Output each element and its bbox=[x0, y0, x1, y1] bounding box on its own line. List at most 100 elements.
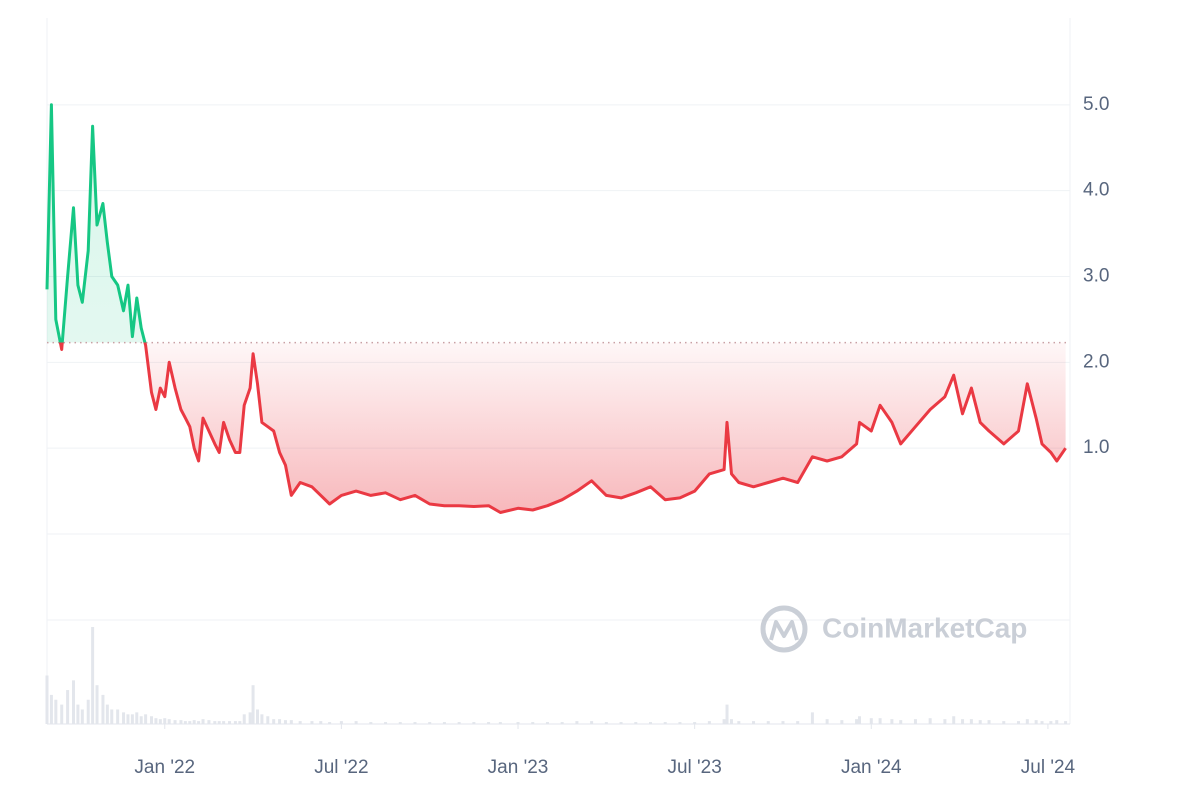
volume-bar bbox=[242, 714, 246, 724]
volume-bar bbox=[961, 719, 965, 724]
volume-bar bbox=[869, 718, 873, 724]
volume-bar bbox=[266, 716, 270, 724]
volume-bar bbox=[796, 721, 800, 724]
volume-bar bbox=[1016, 721, 1020, 724]
volume-bar bbox=[255, 709, 259, 724]
volume-bar bbox=[328, 722, 332, 724]
volume-bar bbox=[80, 709, 84, 724]
volume-bar bbox=[228, 721, 232, 724]
volume-bar bbox=[45, 675, 49, 724]
volume-bar bbox=[969, 719, 973, 724]
volume-bar bbox=[531, 722, 535, 724]
volume-bar bbox=[725, 704, 729, 724]
volume-bar bbox=[71, 680, 75, 724]
volume-bar bbox=[560, 722, 564, 724]
volume-bar bbox=[899, 720, 903, 724]
volume-bar bbox=[604, 722, 608, 724]
volume-bar bbox=[442, 722, 446, 724]
volume-bar bbox=[825, 719, 829, 724]
y-tick-label: 5.0 bbox=[1083, 94, 1109, 115]
x-tick-label: Jul '23 bbox=[667, 757, 721, 778]
volume-bar bbox=[183, 721, 187, 724]
watermark-logo bbox=[760, 605, 808, 653]
volume-bar bbox=[575, 721, 579, 724]
volume-bar bbox=[472, 722, 476, 724]
volume-bar bbox=[167, 719, 171, 724]
volume-bar bbox=[150, 716, 154, 724]
volume-bar bbox=[110, 709, 114, 724]
volume-bar bbox=[457, 722, 461, 724]
watermark-logo-mark bbox=[769, 620, 799, 641]
volume-bar bbox=[1055, 720, 1059, 724]
volume-bar bbox=[752, 721, 756, 724]
volume-bar bbox=[310, 721, 314, 724]
volume-bar bbox=[60, 704, 64, 724]
volume-bar bbox=[289, 720, 293, 724]
volume-bar bbox=[319, 721, 323, 724]
volume-bar bbox=[260, 714, 264, 724]
volume-bar bbox=[238, 721, 242, 724]
volume-bar bbox=[707, 721, 711, 724]
volume-bar bbox=[86, 699, 90, 724]
volume-bar bbox=[890, 719, 894, 724]
volume-bar bbox=[213, 721, 217, 724]
volume-bar bbox=[413, 722, 417, 724]
volume-bar bbox=[498, 722, 502, 724]
volume-bar bbox=[188, 721, 192, 724]
volume-bar bbox=[66, 690, 70, 724]
volume-bar bbox=[729, 719, 733, 724]
volume-bar bbox=[384, 722, 388, 724]
volume-bar bbox=[737, 721, 741, 724]
y-tick-label: 1.0 bbox=[1083, 437, 1109, 458]
volume-bar bbox=[928, 718, 932, 724]
y-tick-label: 3.0 bbox=[1083, 266, 1109, 287]
volume-bar bbox=[163, 718, 167, 724]
volume-bar bbox=[781, 721, 785, 724]
x-tick-label: Jan '22 bbox=[134, 757, 195, 778]
volume-bar bbox=[545, 722, 549, 724]
volume-bar bbox=[516, 722, 520, 724]
x-tick-label: Jul '24 bbox=[1021, 757, 1076, 778]
y-tick-label: 2.0 bbox=[1083, 351, 1109, 372]
volume-bar bbox=[354, 721, 358, 724]
volume-bar bbox=[1034, 720, 1038, 724]
volume-bar bbox=[978, 720, 982, 724]
volume-bar bbox=[49, 694, 53, 724]
volume-bar bbox=[369, 722, 373, 724]
volume-bar bbox=[139, 716, 143, 724]
volume-bar bbox=[154, 718, 158, 724]
volume-bar bbox=[278, 719, 282, 724]
volume-bar bbox=[201, 719, 205, 724]
price-area bbox=[47, 104, 1066, 513]
volume-bar bbox=[648, 722, 652, 724]
volume-bar bbox=[101, 694, 105, 724]
volume-bar bbox=[1049, 721, 1053, 724]
volume-bar bbox=[398, 722, 402, 724]
x-tick-label: Jan '23 bbox=[488, 757, 549, 778]
volume-bar bbox=[91, 627, 95, 724]
volume-bar bbox=[590, 721, 594, 724]
volume-bar bbox=[272, 719, 276, 724]
volume-bar bbox=[1025, 719, 1029, 724]
volume-bar bbox=[130, 714, 134, 724]
volume-bar bbox=[217, 721, 221, 724]
volume-bar bbox=[197, 721, 201, 724]
volume-bar bbox=[222, 721, 226, 724]
volume-bar bbox=[54, 699, 58, 724]
watermark: CoinMarketCap bbox=[760, 605, 1027, 653]
volume-bar bbox=[126, 714, 130, 724]
volume-bar bbox=[858, 716, 862, 724]
volume-bar bbox=[76, 704, 80, 724]
volume-bar bbox=[283, 720, 287, 724]
volume-bar bbox=[428, 722, 432, 724]
volume-bar bbox=[233, 721, 237, 724]
volume-bar bbox=[693, 722, 697, 724]
volume-bar bbox=[105, 704, 109, 724]
volume-bar bbox=[95, 685, 99, 724]
volume-bar bbox=[1064, 721, 1068, 724]
volume-bar bbox=[878, 718, 882, 724]
volume-bar bbox=[116, 709, 120, 724]
volume-bar bbox=[943, 719, 947, 724]
volume-bar bbox=[122, 712, 126, 724]
